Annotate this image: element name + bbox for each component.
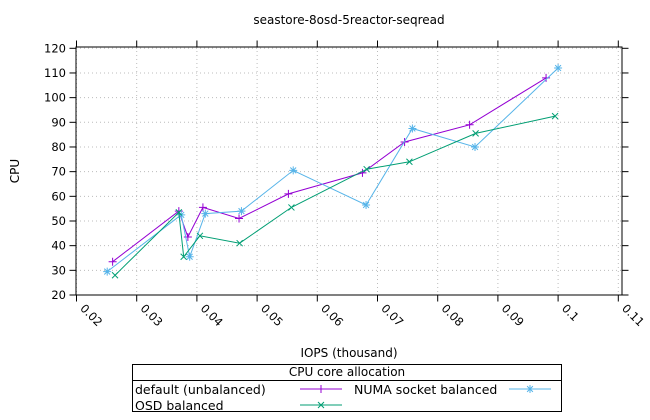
plot-border [75,46,623,296]
x-tick-label: 0.07 [378,301,406,329]
y-tick-label: 120 [44,41,66,55]
plus-marker-icon [300,385,342,393]
series-markers-1 [103,64,563,276]
legend-sample-line [317,385,325,393]
x-tick-label: 0.08 [439,301,467,329]
legend-entry-osd-balanced: OSD balanced [133,397,352,413]
legend-label-osd-balanced: OSD balanced [135,397,224,413]
cross-marker-icon [300,401,342,409]
y-tick-label: 110 [44,66,66,80]
legend-label-numa-socket-balanced: NUMA socket balanced [354,381,498,397]
x-tick-label: 0.1 [559,301,582,324]
asterisk-marker-icon [509,385,551,393]
series-line-1 [106,67,559,272]
y-tick-label: 80 [51,140,66,154]
legend-empty-cell [352,397,561,413]
y-axis-label: CPU [8,158,22,184]
y-tick-label: 40 [51,239,66,253]
legend-entry-numa-socket-balanced: NUMA socket balanced [352,381,561,397]
series-line-2 [114,115,556,276]
y-tick-label: 90 [51,115,66,129]
series-line-0 [112,77,547,263]
series-markers-2 [111,112,559,279]
y-tick-label: 50 [51,214,66,228]
x-tick-label: 0.04 [198,301,226,329]
series-markers-0 [108,73,551,266]
legend-sample-line [317,401,325,409]
chart-title: seastore-8osd-5reactor-seqread [253,13,445,27]
y-tick-label: 60 [51,189,66,203]
legend-sample-line [526,385,534,393]
legend-entry-default-unbalanced: default (unbalanced) [133,381,352,397]
x-tick-label: 0.03 [138,301,166,329]
x-tick-label: 0.02 [77,301,105,329]
y-tick-label: 100 [44,91,66,105]
legend-label-default-unbalanced: default (unbalanced) [135,381,266,397]
y-tick-label: 30 [51,263,66,277]
legend-title: CPU core allocation [133,365,561,381]
x-tick-label: 0.06 [318,301,346,329]
x-tick-label: 0.09 [499,301,527,329]
legend-entries: default (unbalanced) NUMA socket balance… [133,381,561,413]
x-tick-label: 0.05 [258,301,286,329]
legend-box: CPU core allocation default (unbalanced)… [132,364,562,413]
x-axis-label: IOPS (thousand) [300,346,398,360]
y-tick-label: 70 [51,165,66,179]
x-tick-label: 0.11 [619,301,647,329]
y-tick-label: 20 [51,288,66,302]
